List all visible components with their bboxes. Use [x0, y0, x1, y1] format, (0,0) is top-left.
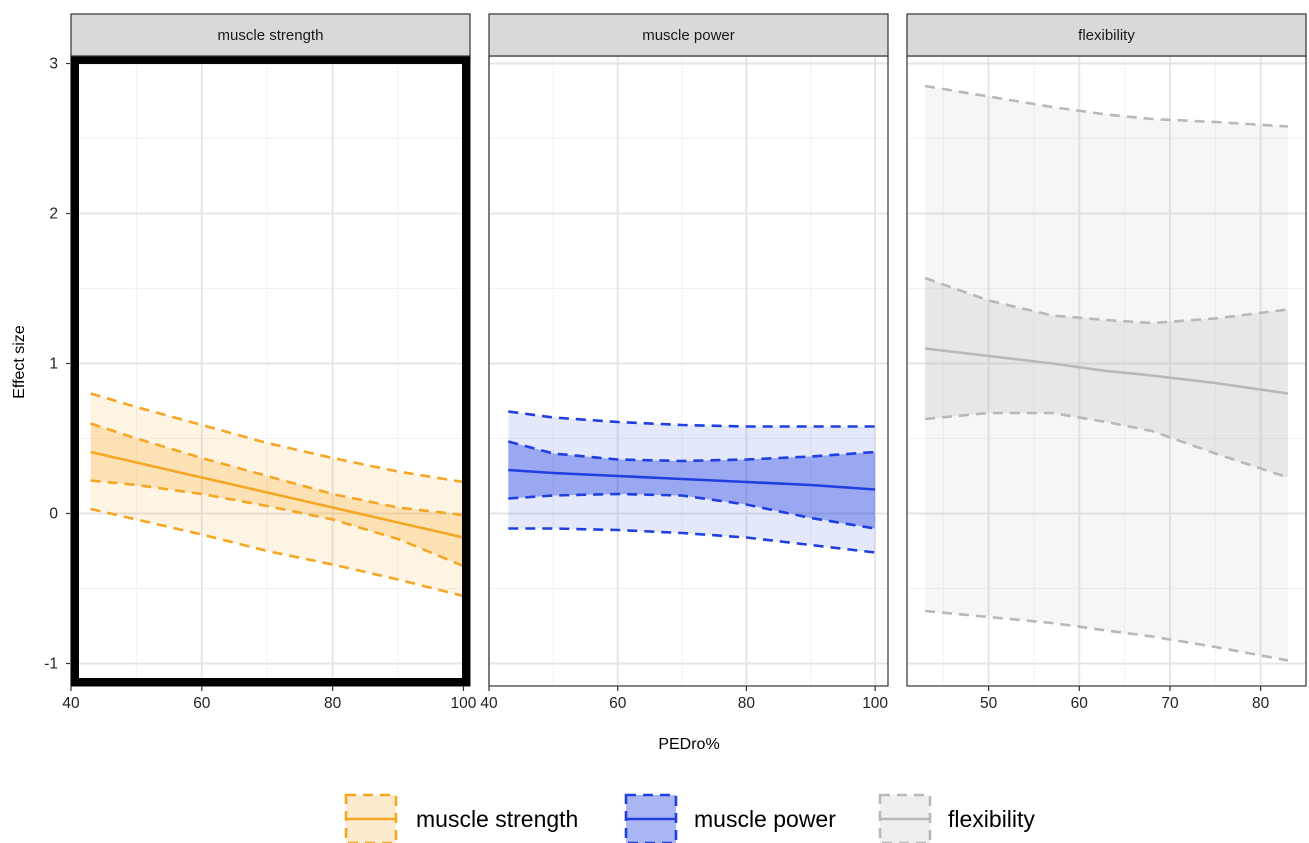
legend-key-flexibility — [878, 793, 932, 843]
x-tick-label: 60 — [609, 695, 627, 712]
y-tick-label: 1 — [49, 356, 58, 373]
panel-background — [489, 56, 888, 686]
ci-upper-line — [507, 440, 876, 463]
x-tick-label: 50 — [980, 695, 998, 712]
pi-lower-line — [924, 609, 1289, 662]
ci-lower-line — [924, 411, 1289, 479]
ci-upper-line — [924, 276, 1289, 325]
fitted-line — [90, 450, 464, 539]
highlight-frame — [71, 56, 470, 686]
pi-upper-line — [924, 84, 1288, 128]
x-tick-label: 100 — [862, 695, 888, 712]
confidence-interval-band — [508, 441, 876, 529]
y-tick-label: 3 — [49, 56, 58, 73]
x-tick-label: 40 — [480, 695, 498, 712]
fitted-line — [924, 347, 1289, 395]
pi-upper-line — [508, 410, 876, 428]
x-tick-label: 60 — [1071, 695, 1089, 712]
facet-panels: muscle strength 40 60 80 100 muscle power 40 60… — [62, 13, 1307, 712]
x-tick-label: 40 — [62, 695, 80, 712]
legend-label: muscle strength — [416, 806, 578, 832]
panel-background — [71, 56, 470, 686]
legend-label: flexibility — [948, 806, 1035, 832]
legend-label: muscle power — [694, 806, 836, 832]
x-tick-label: 70 — [1161, 695, 1179, 712]
y-axis: -1 0 1 2 3 — [44, 56, 71, 673]
legend: muscle strength muscle power flexibility — [344, 793, 1035, 843]
x-axis-title: PEDro% — [658, 736, 719, 753]
pi-lower-line — [508, 527, 876, 554]
confidence-interval-band — [925, 278, 1288, 478]
legend-key-muscle-strength — [344, 793, 398, 843]
pi-lower-line — [90, 507, 464, 598]
panel-muscle-power: muscle power 40 60 80 100 — [480, 13, 889, 712]
facet-strip — [906, 13, 1307, 57]
x-tick-label: 80 — [324, 695, 342, 712]
y-axis-title: Effect size — [11, 325, 28, 399]
facet-strip — [70, 13, 471, 57]
y-tick-label: 2 — [49, 206, 58, 223]
panel-muscle-strength: muscle strength 40 60 80 100 — [62, 13, 477, 712]
x-tick-label: 60 — [193, 695, 211, 712]
panel-flexibility: flexibility 50 60 70 80 — [906, 13, 1307, 712]
prediction-interval-band — [925, 86, 1288, 661]
ci-lower-line — [90, 479, 464, 568]
facet-strip-label: muscle power — [642, 27, 735, 44]
facet-strip-label: flexibility — [1078, 27, 1135, 44]
y-tick-label: -1 — [44, 656, 58, 673]
prediction-interval-band — [508, 411, 876, 553]
fitted-line — [508, 468, 876, 491]
x-tick-label: 80 — [1252, 695, 1270, 712]
facet-strip — [488, 13, 889, 57]
y-tick-label: 0 — [49, 506, 58, 523]
x-tick-label: 100 — [451, 695, 477, 712]
legend-key-muscle-power — [624, 793, 678, 843]
facet-strip-label: muscle strength — [218, 27, 324, 44]
ci-lower-line — [508, 492, 876, 530]
x-tick-label: 80 — [738, 695, 756, 712]
